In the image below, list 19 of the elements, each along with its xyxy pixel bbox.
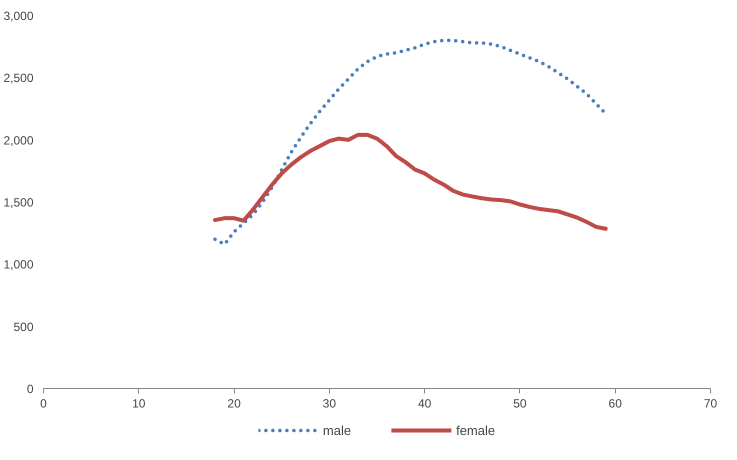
x-tick-label: 10 — [132, 396, 146, 410]
x-tick-label: 70 — [704, 396, 718, 410]
y-tick-label: 1,000 — [3, 258, 34, 272]
x-tick-label: 20 — [227, 396, 242, 410]
x-tick-label: 0 — [40, 396, 48, 410]
y-tick-label: 0 — [26, 382, 34, 396]
legend-label: female — [456, 422, 496, 438]
y-tick-label: 1,500 — [3, 196, 34, 210]
x-tick-label: 60 — [608, 396, 622, 410]
y-tick-label: 2,000 — [3, 133, 34, 148]
x-tick-label: 50 — [513, 396, 527, 410]
legend-label: male — [322, 422, 352, 438]
line-series — [213, 38, 608, 246]
y-tick-label: 500 — [13, 320, 34, 334]
x-tick-label: 30 — [322, 396, 336, 410]
x-tick-label: 40 — [418, 396, 432, 410]
line-series — [213, 132, 608, 231]
y-tick-label: 3,000 — [3, 9, 34, 23]
y-tick-label: 2,500 — [3, 71, 34, 86]
